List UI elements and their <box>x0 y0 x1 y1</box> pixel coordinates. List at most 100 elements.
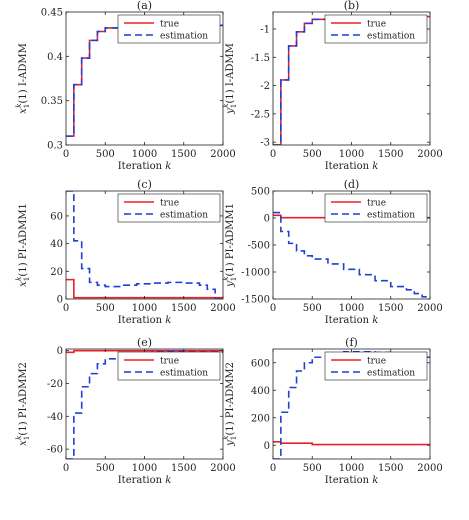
series-line-estimation <box>66 191 223 299</box>
y-tick-label: 0 <box>57 346 63 357</box>
legend-label-estimation: estimation <box>367 32 415 42</box>
legend-label-estimation: estimation <box>367 211 415 221</box>
x-tick-label: 500 <box>303 463 322 474</box>
y-label-rest: (1) PI-ADMM1 <box>18 203 29 276</box>
y-tick-label: 500 <box>251 187 270 198</box>
x-tick-label: 1500 <box>171 149 196 160</box>
x-tick-label: 1000 <box>132 463 157 474</box>
legend-label-true: true <box>160 20 179 30</box>
chart-panel-2: (b) 0 500 1000 1500 2000 -3 -2.5 -2 -1.5 -1 Iterati… <box>222 0 443 172</box>
series-line-estimation <box>273 15 430 145</box>
y-tick-label: -1.5 <box>251 53 270 64</box>
y-axis-label: y1k(1) PI-ADMM1 <box>222 203 238 288</box>
legend-label-estimation: estimation <box>160 211 208 221</box>
legend-label-true: true <box>367 357 386 367</box>
x-tick-label: 0 <box>63 303 69 314</box>
y-tick-label: 20 <box>50 267 63 278</box>
x-tick-label: 0 <box>63 463 69 474</box>
y-label-var: y <box>225 440 236 447</box>
x-axis-label-text: Iteration <box>325 475 373 486</box>
legend-box <box>324 14 428 44</box>
y-label-sub: 1 <box>230 436 238 440</box>
y-label-sub: 1 <box>230 104 238 108</box>
x-tick-label: 1500 <box>378 149 403 160</box>
x-axis-label: Iteration k <box>118 161 172 172</box>
y-label-sup: k <box>15 277 23 281</box>
x-tick-label: 2000 <box>417 303 442 314</box>
panel-title: (a) <box>137 0 152 12</box>
chart-panel-5: (e) 0 500 1000 1500 2000 -60 -40 -20 0 Iteration k… <box>15 336 236 486</box>
y-label-sup: k <box>222 436 230 440</box>
y-tick-label: 400 <box>251 386 270 397</box>
legend-box <box>117 14 221 44</box>
x-axis-label-text: Iteration <box>118 315 166 326</box>
x-tick-label: 1500 <box>378 463 403 474</box>
y-label-var: x <box>18 281 29 287</box>
y-tick-label: -2.5 <box>251 109 270 120</box>
x-axis-label-var: k <box>372 475 378 486</box>
legend-label-true: true <box>160 357 179 367</box>
chart-panel-1: (a) 0 500 1000 1500 2000 0.3 0.35 0.4 0.45 Iterati… <box>15 0 236 172</box>
y-label-sub: 1 <box>23 436 31 440</box>
panel-title: (f) <box>345 336 358 349</box>
x-axis-label: Iteration k <box>325 161 379 172</box>
x-tick-label: 0 <box>270 303 276 314</box>
x-axis-label-text: Iteration <box>325 315 373 326</box>
y-label-sub: 1 <box>23 104 31 108</box>
y-tick-label: 0 <box>264 214 270 225</box>
y-tick-label: 600 <box>251 358 270 369</box>
y-axis-label: y1k(1) I-ADMM <box>222 43 238 115</box>
y-label-rest: (1) I-ADMM <box>18 43 29 103</box>
x-tick-label: 0 <box>270 463 276 474</box>
y-tick-label: -1500 <box>241 295 270 306</box>
x-tick-label: 500 <box>96 463 115 474</box>
series-line-estimation <box>273 211 430 298</box>
legend-label-true: true <box>160 199 179 209</box>
y-axis-label: x1k(1) PI-ADMM1 <box>15 203 31 287</box>
x-tick-label: 500 <box>96 149 115 160</box>
y-label-sub: 1 <box>230 277 238 281</box>
y-tick-label: -40 <box>47 412 63 423</box>
legend-label-estimation: estimation <box>160 369 208 379</box>
x-tick-label: 500 <box>303 303 322 314</box>
y-axis-label: x1k(1) I-ADMM <box>15 43 31 114</box>
y-label-sup: k <box>222 277 230 281</box>
y-tick-label: 0.35 <box>41 96 63 107</box>
x-axis-label-text: Iteration <box>118 475 166 486</box>
chart-panel-6: (f) 0 500 1000 1500 2000 0 200 400 600 Iteration k… <box>222 336 443 486</box>
y-label-var: y <box>225 281 236 288</box>
y-tick-label: -2 <box>260 81 270 92</box>
y-label-sup: k <box>15 104 23 108</box>
y-label-var: y <box>225 108 236 115</box>
x-tick-label: 2000 <box>210 463 235 474</box>
panel-title: (e) <box>137 336 152 349</box>
x-tick-label: 2000 <box>417 149 442 160</box>
series-line-true <box>273 441 430 446</box>
x-axis-label: Iteration k <box>325 475 379 486</box>
x-axis-label: Iteration k <box>325 315 379 326</box>
y-axis-label: y1k(1) PI-ADMM2 <box>222 362 238 447</box>
series-line-true <box>66 349 223 354</box>
y-tick-label: -1000 <box>241 268 270 279</box>
legend-box <box>117 193 221 223</box>
y-tick-label: -3 <box>260 138 270 149</box>
x-tick-label: 2000 <box>210 149 235 160</box>
x-tick-label: 500 <box>303 149 322 160</box>
y-label-sup: k <box>222 104 230 108</box>
x-tick-label: 1000 <box>132 149 157 160</box>
panel-title: (d) <box>344 178 360 191</box>
x-axis-label-var: k <box>372 315 378 326</box>
y-axis-label: x1k(1) PI-ADMM2 <box>15 362 31 446</box>
chart-panel-4: (d)0 500 1000 1500 2000-1500-1000-5000500Ite… <box>222 178 443 326</box>
x-tick-label: 2000 <box>417 463 442 474</box>
y-tick-label: 0.45 <box>41 8 63 19</box>
x-axis-label-var: k <box>165 475 171 486</box>
x-tick-label: 1000 <box>339 303 364 314</box>
y-tick-label: 200 <box>251 413 270 424</box>
y-label-var: x <box>18 108 29 114</box>
panel-title: (c) <box>137 178 152 191</box>
x-tick-label: 1000 <box>339 149 364 160</box>
y-label-rest: (1) PI-ADMM2 <box>18 362 29 435</box>
